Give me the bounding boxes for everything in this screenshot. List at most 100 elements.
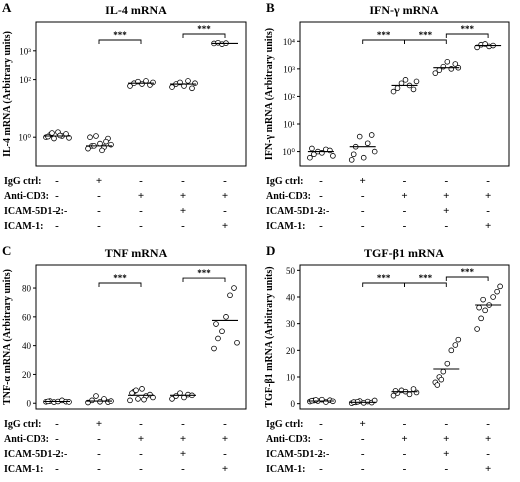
data-point bbox=[390, 88, 397, 95]
condition-symbol: + bbox=[401, 190, 407, 202]
condition-row-label: ICAM-1: bbox=[266, 464, 305, 475]
plot-frame bbox=[35, 21, 247, 167]
condition-symbol: - bbox=[181, 175, 185, 187]
significance-label: *** bbox=[113, 30, 127, 40]
data-point bbox=[452, 61, 459, 67]
condition-row-label: IgG ctrl: bbox=[4, 176, 42, 187]
data-point bbox=[455, 336, 462, 343]
condition-symbol: - bbox=[139, 448, 143, 460]
data-point bbox=[444, 59, 451, 65]
condition-row-label: ICAM-5D1-2:- bbox=[4, 449, 67, 460]
y-tick-label: 30 bbox=[286, 319, 296, 329]
condition-symbol: - bbox=[55, 190, 59, 202]
data-point bbox=[45, 133, 51, 140]
condition-symbol: + bbox=[180, 448, 186, 460]
condition-symbol: - bbox=[319, 190, 323, 202]
condition-symbol: + bbox=[222, 433, 228, 445]
panel-a: A IL-4 mRNA IL-4 mRNA (Arbitrary units) 10⁰… bbox=[2, 0, 247, 232]
condition-row-label: ICAM-5D1-2:- bbox=[266, 206, 329, 217]
condition-symbol: - bbox=[361, 448, 365, 460]
data-point bbox=[490, 294, 496, 300]
data-point bbox=[432, 70, 439, 76]
data-point bbox=[413, 78, 420, 85]
condition-symbol: - bbox=[444, 463, 448, 475]
panel-title: TGF-β1 mRNA bbox=[364, 246, 444, 260]
data-point bbox=[213, 321, 219, 327]
y-tick-label: 50 bbox=[286, 266, 296, 276]
significance-label: *** bbox=[377, 30, 391, 40]
data-point bbox=[51, 135, 57, 142]
condition-symbol: - bbox=[97, 433, 101, 445]
data-point bbox=[307, 154, 313, 161]
condition-symbol: - bbox=[181, 418, 185, 430]
data-point bbox=[211, 345, 217, 352]
condition-symbol: + bbox=[222, 463, 228, 475]
condition-symbol: - bbox=[223, 205, 227, 217]
condition-row-label: Anti-CD3: bbox=[266, 191, 311, 202]
condition-symbol: - bbox=[97, 190, 101, 202]
condition-symbol: - bbox=[486, 175, 490, 187]
condition-symbol: + bbox=[401, 433, 407, 445]
data-point bbox=[143, 78, 149, 84]
y-tick-label: 40 bbox=[22, 341, 32, 351]
condition-symbol: - bbox=[319, 175, 323, 187]
condition-symbol: - bbox=[55, 220, 59, 232]
condition-symbol: + bbox=[485, 463, 491, 475]
significance-bracket bbox=[98, 282, 142, 287]
condition-symbol: + bbox=[443, 205, 449, 217]
data-point bbox=[97, 140, 103, 147]
data-point bbox=[93, 133, 99, 139]
panel-title: TNF mRNA bbox=[105, 246, 168, 260]
condition-symbol: - bbox=[223, 448, 227, 460]
y-tick-label: 10¹ bbox=[283, 120, 295, 130]
data-point bbox=[438, 376, 445, 383]
data-point bbox=[497, 283, 503, 290]
data-point bbox=[452, 342, 459, 348]
condition-symbol: - bbox=[361, 220, 365, 232]
condition-symbol: - bbox=[181, 463, 185, 475]
condition-symbol: - bbox=[361, 433, 365, 445]
y-tick-label: 20 bbox=[22, 370, 32, 380]
condition-symbol: - bbox=[97, 463, 101, 475]
condition-symbol: - bbox=[223, 175, 227, 187]
data-point bbox=[103, 138, 109, 145]
condition-symbol: - bbox=[55, 175, 59, 187]
data-point bbox=[192, 80, 198, 86]
y-tick-label: 10³ bbox=[283, 64, 295, 74]
condition-symbol: - bbox=[55, 448, 59, 460]
data-point bbox=[371, 148, 378, 155]
panel-title: IL-4 mRNA bbox=[105, 3, 167, 17]
data-point bbox=[234, 339, 240, 346]
y-tick-label: 10⁰ bbox=[282, 147, 295, 157]
data-point bbox=[440, 63, 447, 70]
condition-symbol: - bbox=[403, 418, 407, 430]
condition-symbol: + bbox=[222, 220, 228, 232]
data-point bbox=[476, 304, 482, 311]
condition-row-label: IgG ctrl: bbox=[266, 176, 304, 187]
condition-symbol: + bbox=[180, 433, 186, 445]
panel-d: D TGF-β1 mRNA TGF-β1 mRNA (Arbitrary units… bbox=[264, 243, 510, 475]
significance-label: *** bbox=[460, 24, 474, 34]
data-point bbox=[49, 130, 55, 136]
data-point bbox=[219, 328, 225, 335]
significance-bracket bbox=[362, 282, 405, 287]
condition-symbol: + bbox=[485, 433, 491, 445]
condition-symbol: - bbox=[486, 205, 490, 217]
condition-symbol: - bbox=[486, 448, 490, 460]
data-point bbox=[448, 347, 455, 354]
data-point bbox=[474, 326, 480, 332]
condition-symbol: - bbox=[223, 418, 227, 430]
condition-symbol: + bbox=[443, 433, 449, 445]
condition-symbol: - bbox=[97, 220, 101, 232]
data-point bbox=[66, 135, 72, 141]
data-point bbox=[368, 132, 375, 138]
data-point bbox=[57, 132, 63, 139]
data-point bbox=[364, 140, 371, 147]
condition-symbol: - bbox=[403, 175, 407, 187]
condition-symbol: - bbox=[444, 175, 448, 187]
panel-letter: A bbox=[2, 0, 12, 15]
condition-symbol: - bbox=[97, 205, 101, 217]
y-tick-label: 20 bbox=[286, 346, 296, 356]
condition-row-label: ICAM-1: bbox=[4, 464, 43, 475]
data-point bbox=[189, 85, 195, 92]
